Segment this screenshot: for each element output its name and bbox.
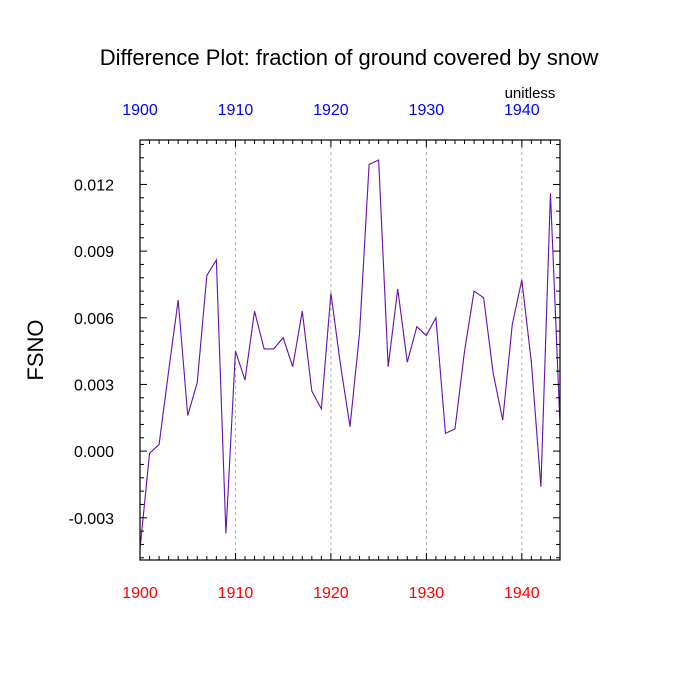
x-tick-label-top-1900: 1900: [122, 102, 158, 119]
series-layer: [139, 159, 561, 549]
x-tick-label-bottom-1900: 1900: [122, 585, 158, 602]
x-tick-label-bottom-1910: 1910: [218, 585, 254, 602]
y-tick-label-2: 0.003: [74, 377, 114, 394]
units-label: unitless: [505, 85, 556, 102]
y-axis-label: FSNO: [23, 319, 48, 380]
y-tick-label-0: -0.003: [69, 511, 114, 528]
x-tick-label-top-1920: 1920: [313, 102, 349, 119]
x-tick-label-bottom-1940: 1940: [504, 585, 540, 602]
x-tick-label-top-1940: 1940: [504, 102, 540, 119]
x-tick-label-bottom-1930: 1930: [409, 585, 445, 602]
chart-title: Difference Plot: fraction of ground cove…: [100, 45, 599, 70]
grid-layer: [234, 140, 523, 560]
x-tick-label-bottom-1920: 1920: [313, 585, 349, 602]
y-tick-label-4: 0.009: [74, 244, 114, 261]
x-tick-label-top-1930: 1930: [409, 102, 445, 119]
y-tick-label-5: 0.012: [74, 177, 114, 194]
plot-frame: [139, 139, 561, 561]
series-line-dash-0: [139, 159, 561, 549]
y-tick-label-3: 0.006: [74, 311, 114, 328]
x-tick-label-top-1910: 1910: [218, 102, 254, 119]
labels-layer: -0.003 0.000 0.003 0.006 0.009 0.012 1900 1900 1…: [69, 102, 540, 602]
series-line-0: [139, 159, 561, 549]
y-tick-label-1: 0.000: [74, 444, 114, 461]
axes-layer: [139, 139, 561, 561]
